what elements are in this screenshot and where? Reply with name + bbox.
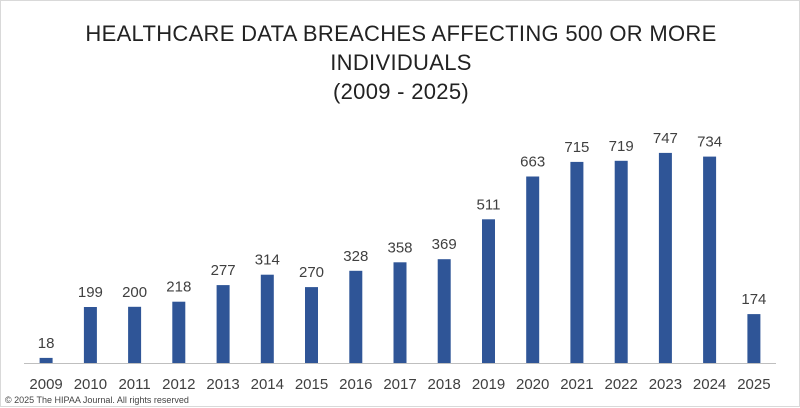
bar-2011 xyxy=(128,306,142,364)
value-label-2017: 358 xyxy=(387,239,412,256)
bar-2009 xyxy=(39,357,53,363)
value-label-2019: 511 xyxy=(477,196,501,213)
chart-title-line-1: HEALTHCARE DATA BREACHES AFFECTING 500 O… xyxy=(85,21,717,46)
value-label-2016: 328 xyxy=(343,248,368,265)
value-label-2025: 174 xyxy=(741,291,766,308)
chart-title-line-3: (2009 - 2025) xyxy=(333,79,469,104)
x-tick-label-2017: 2017 xyxy=(383,376,416,393)
x-tick-label-2013: 2013 xyxy=(206,376,239,393)
x-tick-label-2011: 2011 xyxy=(118,376,150,393)
x-tick-label-2020: 2020 xyxy=(516,376,549,393)
bar-2016 xyxy=(349,270,363,364)
bar-2020 xyxy=(526,176,540,363)
value-label-2011: 200 xyxy=(122,284,147,301)
copyright-notice: © 2025 The HIPAA Journal. All rights res… xyxy=(5,395,189,405)
value-label-2024: 734 xyxy=(697,134,722,151)
value-label-2013: 277 xyxy=(211,262,236,279)
bars-layer xyxy=(39,152,761,364)
x-tick-label-2023: 2023 xyxy=(649,376,682,393)
x-tick-label-2010: 2010 xyxy=(74,376,107,393)
x-tick-label-2014: 2014 xyxy=(251,376,284,393)
bar-2024 xyxy=(703,156,717,363)
bar-2018 xyxy=(437,259,451,363)
x-tick-label-2009: 2009 xyxy=(29,376,62,393)
chart-title-line-2: INDIVIDUALS xyxy=(330,50,472,75)
value-label-2010: 199 xyxy=(78,284,103,301)
bar-2015 xyxy=(305,287,318,363)
bar-2013 xyxy=(216,285,230,363)
chart-title: HEALTHCARE DATA BREACHES AFFECTING 500 O… xyxy=(1,19,800,106)
value-labels-layer: 18 199 200 218 277 314 270 328 358 369 511 663 715 71… xyxy=(38,130,767,352)
value-label-2021: 715 xyxy=(564,139,589,156)
value-label-2020: 663 xyxy=(520,154,545,171)
x-tick-label-2024: 2024 xyxy=(693,376,726,393)
bar-2022 xyxy=(614,160,628,363)
value-label-2014: 314 xyxy=(255,252,280,269)
bar-2025 xyxy=(747,314,761,363)
x-tick-label-2021: 2021 xyxy=(560,376,593,393)
bar-2010 xyxy=(83,307,97,363)
value-label-2015: 270 xyxy=(299,264,324,281)
value-label-2023: 747 xyxy=(653,130,678,147)
value-label-2009: 18 xyxy=(38,335,55,352)
x-tick-label-2012: 2012 xyxy=(162,376,195,393)
bar-2021 xyxy=(570,161,584,363)
value-label-2022: 719 xyxy=(609,138,634,155)
bar-2012 xyxy=(172,301,186,363)
value-label-2018: 369 xyxy=(432,236,457,253)
bar-2019 xyxy=(482,219,495,363)
x-tick-labels-layer: 2009 2010 2011 2012 2013 2014 2015 2016 2017 2018… xyxy=(29,376,770,393)
x-tick-label-2015: 2015 xyxy=(295,376,328,393)
x-tick-label-2019: 2019 xyxy=(472,376,505,393)
bar-2017 xyxy=(393,262,407,363)
x-tick-label-2016: 2016 xyxy=(339,376,372,393)
x-tick-label-2025: 2025 xyxy=(737,376,770,393)
x-tick-label-2018: 2018 xyxy=(428,376,461,393)
x-tick-label-2022: 2022 xyxy=(605,376,638,393)
bar-2014 xyxy=(260,274,274,363)
value-label-2012: 218 xyxy=(166,279,191,296)
bar-2023 xyxy=(658,152,672,363)
